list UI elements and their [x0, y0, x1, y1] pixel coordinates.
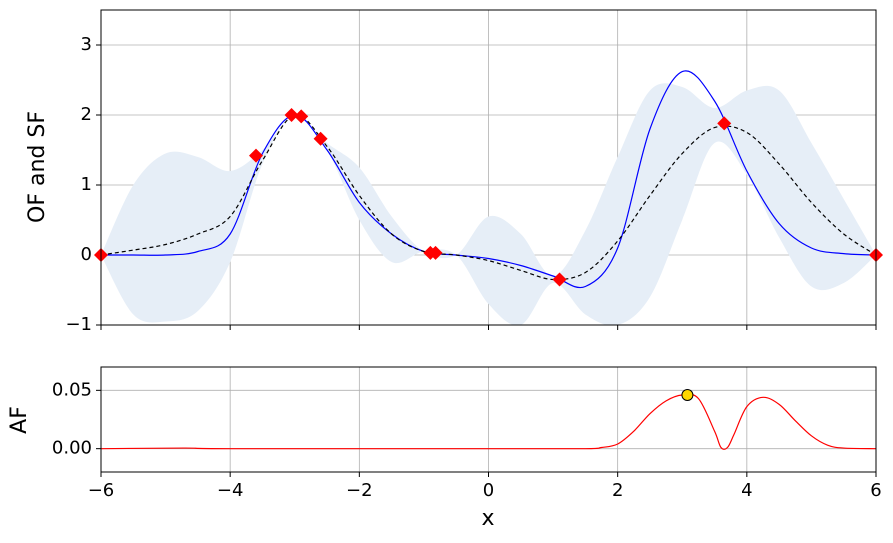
surrogate-line: [101, 114, 876, 281]
x-tick-label: 0: [483, 480, 494, 501]
observation: [717, 116, 732, 131]
y-tick-label: −1: [65, 314, 92, 335]
y-tick-label: 2: [81, 104, 92, 125]
observation: [249, 148, 263, 163]
confidence-band: [101, 83, 876, 325]
x-tick-label: −2: [346, 480, 373, 501]
y-tick-label: 3: [81, 34, 92, 55]
x-tick-label: −4: [217, 480, 244, 501]
observation: [428, 245, 443, 260]
y-tick-label: 0.00: [52, 438, 92, 459]
y-axis-label: OF and SF: [25, 111, 50, 223]
x-tick-label: −6: [88, 480, 115, 501]
y-tick-label: 0: [81, 244, 92, 265]
x-axis-label: x: [481, 506, 494, 531]
observation: [552, 272, 567, 287]
y-axis-label: AF: [7, 406, 32, 434]
x-tick-label: 2: [612, 480, 623, 501]
observation: [294, 109, 309, 124]
acquisition-line: [101, 393, 876, 450]
x-tick-label: 6: [870, 480, 881, 501]
x-tick-label: 4: [741, 480, 752, 501]
y-tick-label: 0.05: [52, 379, 92, 400]
objective-line: [101, 70, 876, 289]
observation: [284, 108, 299, 122]
axes-frame: [100, 9, 877, 326]
axes-frame: [100, 366, 877, 473]
y-tick-label: 1: [81, 174, 92, 195]
acquisition-max: [681, 389, 694, 401]
observation: [313, 131, 328, 146]
